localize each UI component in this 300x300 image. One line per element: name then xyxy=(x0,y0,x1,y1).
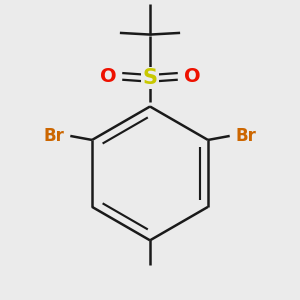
Text: O: O xyxy=(184,67,200,86)
Text: Br: Br xyxy=(236,127,257,145)
Text: S: S xyxy=(142,68,158,88)
Text: Br: Br xyxy=(43,127,64,145)
Text: O: O xyxy=(100,67,116,86)
